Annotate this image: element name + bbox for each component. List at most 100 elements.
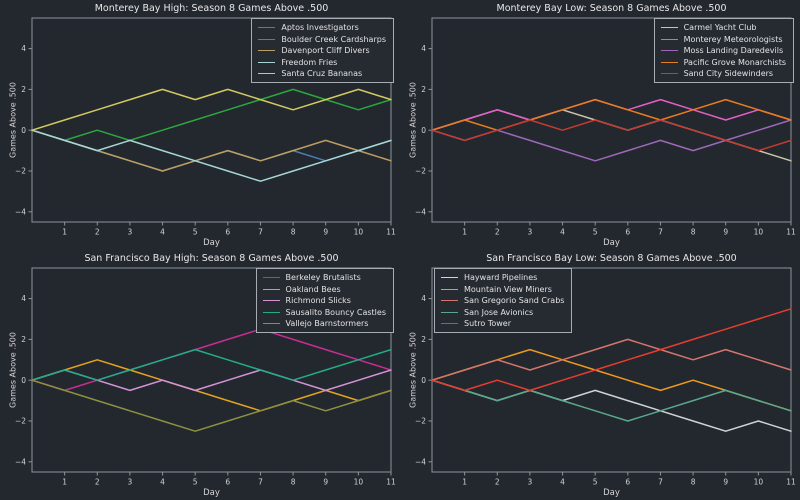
x-tick-label: 11 bbox=[386, 228, 396, 237]
series-line bbox=[31, 129, 392, 172]
legend-swatch bbox=[441, 277, 458, 278]
legend-item: Boulder Creek Cardsharps bbox=[258, 35, 386, 44]
legend-label: Sausalito Bouncy Castles bbox=[285, 307, 386, 317]
legend-item: Santa Cruz Bananas bbox=[258, 69, 386, 78]
plot-area: −4 −2 0 2 4 1 2 3 4 5 6 7 8 9 10 11 bbox=[15, 267, 396, 487]
series-line bbox=[431, 379, 792, 422]
legend-item: Moss Landing Daredevils bbox=[660, 46, 786, 55]
legend-label: Oakland Bees bbox=[285, 284, 341, 294]
x-tick-label: 3 bbox=[128, 228, 133, 237]
legend-swatch bbox=[441, 300, 458, 301]
legend-label: Monterey Meteorologists bbox=[683, 34, 783, 44]
legend-swatch bbox=[258, 50, 276, 51]
x-axis-label: Day bbox=[203, 488, 220, 498]
x-tick-label: 10 bbox=[354, 478, 364, 487]
series-line bbox=[431, 308, 792, 392]
x-tick-label: 9 bbox=[723, 478, 728, 487]
y-tick-label: −4 bbox=[15, 457, 26, 466]
legend-swatch bbox=[262, 323, 280, 324]
x-tick-label: 9 bbox=[323, 478, 328, 487]
y-tick-label: 2 bbox=[21, 85, 26, 94]
chart-title: Monterey Bay High: Season 8 Games Above … bbox=[94, 3, 329, 14]
legend-label: Carmel Yacht Club bbox=[683, 23, 757, 32]
legend-item: Carmel Yacht Club bbox=[660, 23, 786, 32]
legend-swatch bbox=[660, 27, 678, 28]
x-axis-label: Day bbox=[603, 238, 620, 248]
legend-swatch bbox=[262, 300, 280, 301]
series-line bbox=[431, 338, 792, 381]
legend-label: Berkeley Brutalists bbox=[285, 273, 361, 282]
legend-item: Vallejo Barnstormers bbox=[262, 319, 386, 328]
legend: Hayward Pipelines Mountain View Miners San… bbox=[434, 268, 573, 333]
legend-item: Davenport Cliff Divers bbox=[258, 46, 386, 55]
y-tick-label: −2 bbox=[415, 167, 426, 176]
x-tick-label: 1 bbox=[62, 228, 67, 237]
axes-spines bbox=[31, 17, 392, 223]
legend-label: Moss Landing Daredevils bbox=[683, 46, 784, 55]
legend-label: Aptos Investigators bbox=[281, 23, 359, 32]
x-tick-label: 7 bbox=[258, 478, 263, 487]
series-line bbox=[431, 98, 792, 131]
legend-swatch bbox=[258, 73, 276, 74]
x-tick-label: 1 bbox=[62, 478, 67, 487]
x-tick-label: 9 bbox=[723, 228, 728, 237]
x-tick-label: 11 bbox=[786, 228, 796, 237]
y-tick-label: −2 bbox=[15, 167, 26, 176]
y-tick-label: 2 bbox=[421, 85, 426, 94]
legend-item: Aptos Investigators bbox=[258, 23, 386, 32]
x-tick-label: 8 bbox=[691, 478, 696, 487]
legend-swatch bbox=[258, 27, 276, 28]
legend-item: San Gregorio Sand Crabs bbox=[441, 296, 564, 305]
chart-panel-san-francisco-bay-high: San Francisco Bay High: Season 8 Games A… bbox=[0, 250, 400, 500]
legend-label: Sand City Sidewinders bbox=[683, 69, 774, 78]
y-tick-label: −4 bbox=[15, 207, 26, 216]
legend-item: Hayward Pipelines bbox=[441, 273, 564, 282]
legend-label: San Jose Avionics bbox=[464, 307, 534, 317]
legend-swatch bbox=[660, 61, 678, 63]
x-tick-label: 8 bbox=[291, 228, 296, 237]
y-tick-label: 4 bbox=[421, 44, 426, 53]
x-tick-label: 5 bbox=[593, 228, 598, 237]
x-tick-label: 1 bbox=[462, 478, 467, 487]
legend-item: Sausalito Bouncy Castles bbox=[262, 307, 386, 317]
x-tick-label: 2 bbox=[95, 478, 100, 487]
chart-panel-monterey-bay-low: Monterey Bay Low: Season 8 Games Above .… bbox=[400, 0, 800, 250]
plot-area: −4 −2 0 2 4 1 2 3 4 5 6 7 8 9 10 11 bbox=[15, 17, 396, 237]
legend-swatch bbox=[441, 288, 458, 290]
legend-item: Berkeley Brutalists bbox=[262, 273, 386, 282]
x-tick-label: 11 bbox=[786, 478, 796, 487]
chart-panel-san-francisco-bay-low: San Francisco Bay Low: Season 8 Games Ab… bbox=[400, 250, 800, 500]
x-axis-label: Day bbox=[203, 238, 220, 248]
legend-item: Oakland Bees bbox=[262, 284, 386, 294]
x-tick-label: 8 bbox=[691, 228, 696, 237]
series-line bbox=[431, 379, 792, 432]
y-tick-label: 2 bbox=[421, 335, 426, 344]
y-tick-label: 2 bbox=[21, 335, 26, 344]
x-tick-label: 3 bbox=[528, 228, 533, 237]
legend-label: Mountain View Miners bbox=[464, 284, 552, 294]
legend-item: Richmond Slicks bbox=[262, 296, 386, 305]
y-tick-label: −4 bbox=[415, 207, 426, 216]
legend-swatch bbox=[258, 38, 276, 40]
plot-area: −4 −2 0 2 4 1 2 3 4 5 6 7 8 9 10 11 bbox=[415, 267, 796, 487]
legend-item: Sand City Sidewinders bbox=[660, 69, 786, 78]
x-tick-label: 4 bbox=[560, 478, 565, 487]
chart-panel-monterey-bay-high: Monterey Bay High: Season 8 Games Above … bbox=[0, 0, 400, 250]
chart-title: Monterey Bay Low: Season 8 Games Above .… bbox=[496, 3, 727, 14]
legend-swatch bbox=[660, 38, 678, 40]
x-tick-label: 6 bbox=[625, 228, 630, 237]
legend-swatch bbox=[262, 277, 280, 278]
x-tick-label: 2 bbox=[495, 228, 500, 237]
legend-label: Vallejo Barnstormers bbox=[285, 319, 369, 328]
legend-label: Boulder Creek Cardsharps bbox=[281, 34, 386, 44]
legend-label: Pacific Grove Monarchists bbox=[683, 57, 786, 67]
x-tick-label: 4 bbox=[560, 228, 565, 237]
legend-item: Freedom Fries bbox=[258, 58, 386, 67]
legend-label: Richmond Slicks bbox=[285, 296, 351, 305]
chart-title: San Francisco Bay High: Season 8 Games A… bbox=[84, 253, 339, 264]
series-line bbox=[31, 359, 392, 412]
series-line bbox=[431, 109, 792, 162]
x-tick-label: 11 bbox=[386, 478, 396, 487]
legend-item: San Jose Avionics bbox=[441, 308, 564, 317]
